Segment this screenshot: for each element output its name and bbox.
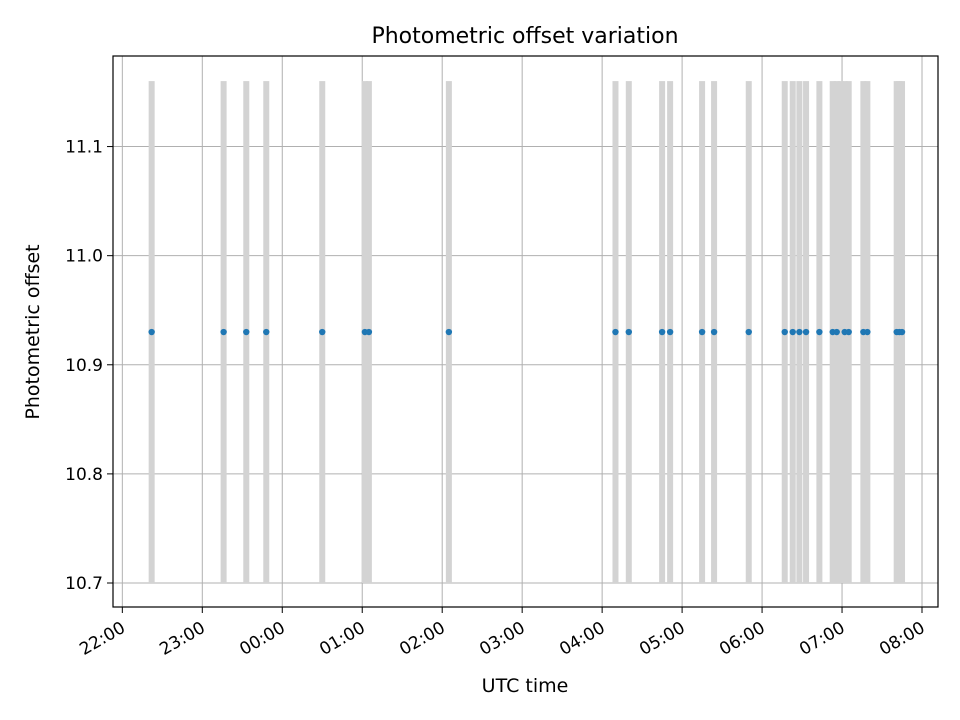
y-tick-label: 11.0 [65, 247, 103, 267]
data-point [445, 328, 453, 336]
data-point [220, 328, 227, 336]
data-point [625, 328, 632, 336]
data-point [796, 328, 803, 336]
data-point [789, 328, 796, 336]
x-tick-label: 04:00 [556, 618, 608, 660]
x-tick-label: 08:00 [876, 618, 928, 660]
x-tick-label: 00:00 [236, 618, 288, 660]
data-point [845, 328, 852, 336]
data-point [243, 328, 250, 336]
x-tick-label: 06:00 [716, 618, 768, 660]
x-tick-label: 01:00 [316, 618, 368, 660]
x-axis-label: UTC time [482, 675, 569, 697]
data-point [319, 328, 326, 336]
data-point [365, 328, 373, 336]
data-point [816, 328, 823, 336]
chart-title: Photometric offset variation [371, 24, 678, 49]
x-tick-label: 05:00 [636, 618, 688, 660]
x-tick-label: 07:00 [796, 618, 848, 660]
y-tick-label: 10.8 [65, 465, 103, 485]
y-tick-label: 10.7 [65, 574, 103, 594]
data-point [833, 328, 840, 336]
data-point [710, 328, 718, 336]
data-point [698, 328, 706, 336]
grid-lines [113, 56, 938, 607]
plot-frame [112, 55, 939, 608]
y-tick-label: 10.9 [65, 356, 103, 376]
x-tick-label: 22:00 [76, 618, 128, 660]
x-axis-ticks: 22:00 23:00 00:00 01:00 02:00 03:00 04:00 05:00… [76, 607, 929, 660]
y-tick-label: 11.1 [65, 138, 103, 158]
y-axis-label: Photometric offset [22, 244, 44, 419]
data-point [864, 328, 871, 336]
data-point [658, 328, 666, 336]
data-point [898, 328, 906, 336]
x-tick-label: 02:00 [396, 618, 448, 660]
y-axis-ticks: 10.7 10.8 10.9 11.0 11.1 [65, 138, 113, 594]
data-point [263, 328, 270, 336]
data-point [781, 328, 788, 336]
data-point [666, 328, 674, 336]
exposure-bar [837, 81, 844, 583]
x-tick-label: 23:00 [156, 618, 208, 660]
x-tick-label: 03:00 [476, 618, 528, 660]
data-point [745, 328, 752, 336]
data-points [148, 328, 906, 336]
data-point [612, 328, 619, 336]
data-point [802, 328, 810, 336]
data-point [148, 328, 155, 336]
